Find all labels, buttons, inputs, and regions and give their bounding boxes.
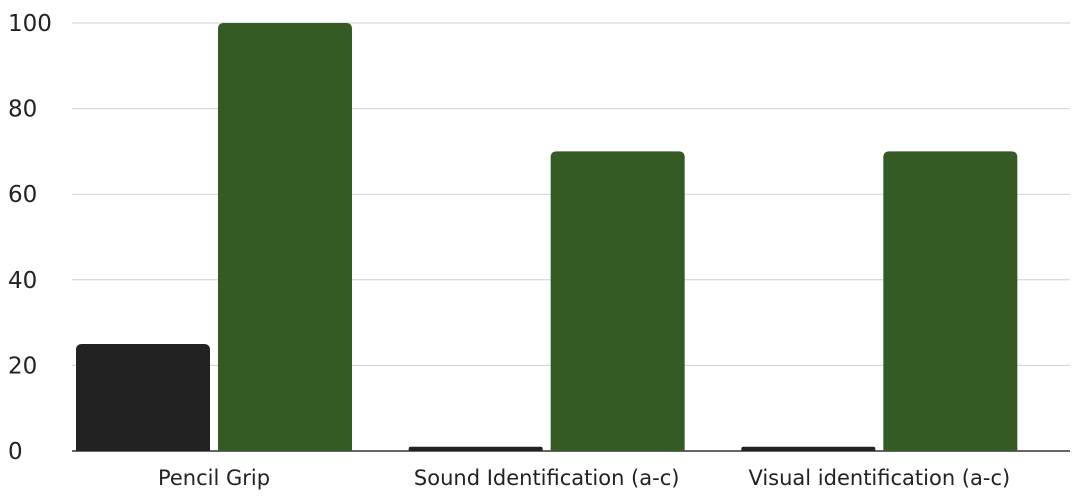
x-axis-tick-labels: Pencil Grip Sound Identification (a-c) Vis… — [158, 466, 1010, 490]
bar — [741, 446, 876, 451]
bar — [218, 23, 352, 451]
x-tick-label: Sound Identification (a-c) — [414, 466, 680, 490]
x-tick-label: Pencil Grip — [158, 466, 270, 490]
x-tick-label: Visual identification (a-c) — [748, 466, 1010, 490]
bar — [883, 151, 1018, 451]
y-tick-label: 100 — [8, 11, 52, 37]
bar — [550, 151, 685, 451]
y-tick-label: 40 — [8, 268, 37, 294]
y-tick-label: 60 — [8, 182, 37, 208]
y-axis-tick-labels: 0 20 40 60 80 100 — [8, 11, 52, 465]
y-tick-label: 80 — [8, 97, 37, 123]
y-tick-label: 20 — [8, 353, 37, 379]
bars — [76, 23, 1018, 451]
bar — [76, 344, 210, 451]
y-tick-label: 0 — [8, 439, 23, 465]
bar — [408, 446, 543, 451]
